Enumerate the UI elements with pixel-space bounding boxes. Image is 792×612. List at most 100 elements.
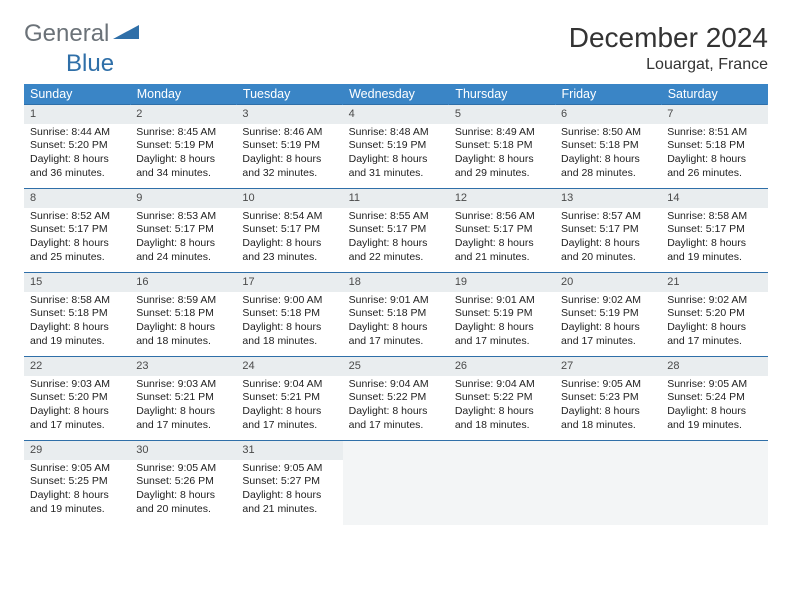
daylight-line1: Daylight: 8 hours <box>242 489 336 503</box>
calendar-cell: 7Sunrise: 8:51 AMSunset: 5:18 PMDaylight… <box>661 105 767 189</box>
daylight-line1: Daylight: 8 hours <box>30 405 124 419</box>
daylight-line1: Daylight: 8 hours <box>30 237 124 251</box>
day-number: 27 <box>555 357 661 376</box>
day-content: Sunrise: 8:55 AMSunset: 5:17 PMDaylight:… <box>343 208 449 269</box>
sunset-text: Sunset: 5:21 PM <box>136 391 230 405</box>
calendar-container: SundayMondayTuesdayWednesdayThursdayFrid… <box>24 84 768 525</box>
day-header: Monday <box>130 84 236 105</box>
day-content: Sunrise: 8:57 AMSunset: 5:17 PMDaylight:… <box>555 208 661 269</box>
day-content: Sunrise: 8:50 AMSunset: 5:18 PMDaylight:… <box>555 124 661 185</box>
day-content: Sunrise: 9:05 AMSunset: 5:23 PMDaylight:… <box>555 376 661 437</box>
day-content: Sunrise: 8:49 AMSunset: 5:18 PMDaylight:… <box>449 124 555 185</box>
sunrise-text: Sunrise: 9:04 AM <box>455 378 549 392</box>
sunrise-text: Sunrise: 8:46 AM <box>242 126 336 140</box>
daylight-line2: and 19 minutes. <box>30 335 124 349</box>
calendar-cell: 13Sunrise: 8:57 AMSunset: 5:17 PMDayligh… <box>555 189 661 273</box>
sunrise-text: Sunrise: 8:53 AM <box>136 210 230 224</box>
sunrise-text: Sunrise: 8:56 AM <box>455 210 549 224</box>
day-number: 25 <box>343 357 449 376</box>
daylight-line2: and 17 minutes. <box>349 335 443 349</box>
day-content: Sunrise: 8:56 AMSunset: 5:17 PMDaylight:… <box>449 208 555 269</box>
daylight-line1: Daylight: 8 hours <box>561 321 655 335</box>
day-number: 30 <box>130 441 236 460</box>
day-content: Sunrise: 9:02 AMSunset: 5:19 PMDaylight:… <box>555 292 661 353</box>
sunrise-text: Sunrise: 8:52 AM <box>30 210 124 224</box>
sunrise-text: Sunrise: 9:05 AM <box>136 462 230 476</box>
logo-blue-row: Blue <box>24 50 144 78</box>
calendar-week-row: 1Sunrise: 8:44 AMSunset: 5:20 PMDaylight… <box>24 105 768 189</box>
daylight-line2: and 25 minutes. <box>30 251 124 265</box>
calendar-cell: 9Sunrise: 8:53 AMSunset: 5:17 PMDaylight… <box>130 189 236 273</box>
daylight-line2: and 20 minutes. <box>561 251 655 265</box>
day-number: 17 <box>236 273 342 292</box>
day-number: 14 <box>661 189 767 208</box>
calendar-cell-empty <box>661 441 767 525</box>
calendar-week-row: 22Sunrise: 9:03 AMSunset: 5:20 PMDayligh… <box>24 357 768 441</box>
day-number: 12 <box>449 189 555 208</box>
logo-text-blue: Blue <box>66 50 114 77</box>
logo-triangle-icon <box>113 24 139 48</box>
sunrise-text: Sunrise: 9:05 AM <box>667 378 761 392</box>
calendar-cell-empty <box>555 441 661 525</box>
sunrise-text: Sunrise: 8:57 AM <box>561 210 655 224</box>
daylight-line2: and 21 minutes. <box>455 251 549 265</box>
sunset-text: Sunset: 5:20 PM <box>30 139 124 153</box>
calendar-cell: 18Sunrise: 9:01 AMSunset: 5:18 PMDayligh… <box>343 273 449 357</box>
calendar-cell: 20Sunrise: 9:02 AMSunset: 5:19 PMDayligh… <box>555 273 661 357</box>
day-number: 13 <box>555 189 661 208</box>
day-content: Sunrise: 9:02 AMSunset: 5:20 PMDaylight:… <box>661 292 767 353</box>
day-content: Sunrise: 8:46 AMSunset: 5:19 PMDaylight:… <box>236 124 342 185</box>
sunset-text: Sunset: 5:18 PM <box>30 307 124 321</box>
calendar-cell: 2Sunrise: 8:45 AMSunset: 5:19 PMDaylight… <box>130 105 236 189</box>
calendar-cell: 23Sunrise: 9:03 AMSunset: 5:21 PMDayligh… <box>130 357 236 441</box>
sunrise-text: Sunrise: 9:00 AM <box>242 294 336 308</box>
calendar-week-row: 29Sunrise: 9:05 AMSunset: 5:25 PMDayligh… <box>24 441 768 525</box>
day-number: 9 <box>130 189 236 208</box>
daylight-line2: and 17 minutes. <box>561 335 655 349</box>
calendar-cell: 12Sunrise: 8:56 AMSunset: 5:17 PMDayligh… <box>449 189 555 273</box>
day-content: Sunrise: 9:05 AMSunset: 5:27 PMDaylight:… <box>236 460 342 521</box>
daylight-line2: and 18 minutes. <box>136 335 230 349</box>
daylight-line1: Daylight: 8 hours <box>136 321 230 335</box>
calendar-cell: 14Sunrise: 8:58 AMSunset: 5:17 PMDayligh… <box>661 189 767 273</box>
sunset-text: Sunset: 5:21 PM <box>242 391 336 405</box>
sunset-text: Sunset: 5:19 PM <box>136 139 230 153</box>
calendar-cell: 27Sunrise: 9:05 AMSunset: 5:23 PMDayligh… <box>555 357 661 441</box>
day-number: 22 <box>24 357 130 376</box>
sunset-text: Sunset: 5:18 PM <box>349 307 443 321</box>
daylight-line2: and 17 minutes. <box>667 335 761 349</box>
day-number: 10 <box>236 189 342 208</box>
day-number: 8 <box>24 189 130 208</box>
calendar-cell: 24Sunrise: 9:04 AMSunset: 5:21 PMDayligh… <box>236 357 342 441</box>
daylight-line1: Daylight: 8 hours <box>30 153 124 167</box>
day-number: 16 <box>130 273 236 292</box>
daylight-line2: and 22 minutes. <box>349 251 443 265</box>
sunrise-text: Sunrise: 9:03 AM <box>136 378 230 392</box>
calendar-cell: 19Sunrise: 9:01 AMSunset: 5:19 PMDayligh… <box>449 273 555 357</box>
logo-text-general: General <box>24 22 109 46</box>
sunset-text: Sunset: 5:19 PM <box>455 307 549 321</box>
sunrise-text: Sunrise: 9:01 AM <box>349 294 443 308</box>
daylight-line1: Daylight: 8 hours <box>561 153 655 167</box>
calendar-cell: 16Sunrise: 8:59 AMSunset: 5:18 PMDayligh… <box>130 273 236 357</box>
daylight-line2: and 21 minutes. <box>242 503 336 517</box>
day-content: Sunrise: 9:03 AMSunset: 5:20 PMDaylight:… <box>24 376 130 437</box>
sunrise-text: Sunrise: 8:44 AM <box>30 126 124 140</box>
day-content: Sunrise: 8:51 AMSunset: 5:18 PMDaylight:… <box>661 124 767 185</box>
day-content: Sunrise: 8:53 AMSunset: 5:17 PMDaylight:… <box>130 208 236 269</box>
calendar-cell: 3Sunrise: 8:46 AMSunset: 5:19 PMDaylight… <box>236 105 342 189</box>
day-content: Sunrise: 9:05 AMSunset: 5:25 PMDaylight:… <box>24 460 130 521</box>
day-header: Wednesday <box>343 84 449 105</box>
sunset-text: Sunset: 5:24 PM <box>667 391 761 405</box>
day-number: 29 <box>24 441 130 460</box>
daylight-line2: and 17 minutes. <box>349 419 443 433</box>
calendar-cell: 28Sunrise: 9:05 AMSunset: 5:24 PMDayligh… <box>661 357 767 441</box>
day-header: Tuesday <box>236 84 342 105</box>
day-header: Sunday <box>24 84 130 105</box>
calendar-cell: 17Sunrise: 9:00 AMSunset: 5:18 PMDayligh… <box>236 273 342 357</box>
sunrise-text: Sunrise: 8:55 AM <box>349 210 443 224</box>
day-number: 26 <box>449 357 555 376</box>
daylight-line2: and 34 minutes. <box>136 167 230 181</box>
day-content: Sunrise: 9:04 AMSunset: 5:22 PMDaylight:… <box>343 376 449 437</box>
sunset-text: Sunset: 5:22 PM <box>455 391 549 405</box>
